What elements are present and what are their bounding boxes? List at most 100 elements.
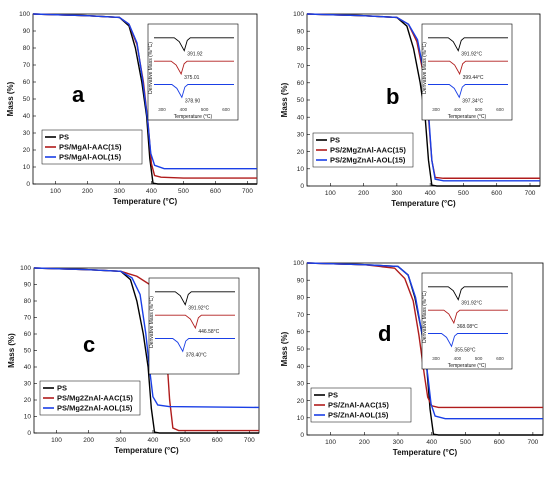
inset-x-tick: 600 [496, 356, 504, 361]
x-tick-label: 100 [325, 190, 336, 197]
series-line-aol [32, 13, 257, 170]
x-tick-label: 300 [114, 188, 125, 195]
y-tick-label: 50 [297, 97, 305, 104]
y-tick-label: 60 [24, 331, 32, 338]
inset-dtg-curve [155, 338, 235, 353]
inset-peak-label: 368.08°C [457, 324, 478, 330]
legend-entry: PS [328, 391, 338, 400]
inset-x-tick: 300 [432, 356, 440, 361]
y-tick-label: 90 [297, 277, 305, 284]
x-tick-label: 700 [525, 190, 536, 197]
y-tick-label: 20 [23, 147, 31, 154]
inset-peak-label: 355.58°C [455, 347, 476, 353]
x-axis-label: Temperature (°C) [114, 446, 179, 455]
inset-peak-label: 391.92°C [461, 52, 482, 58]
y-tick-label: 30 [297, 381, 305, 388]
legend-entry: PS [59, 133, 69, 142]
y-tick-label: 70 [297, 312, 305, 319]
x-tick-label: 500 [460, 439, 471, 446]
y-tick-label: 80 [297, 46, 305, 53]
x-tick-label: 200 [359, 439, 370, 446]
x-tick-label: 400 [147, 437, 158, 444]
y-axis-label: Mass (%) [7, 333, 16, 368]
inset-y-label: Derivative Mass (%/°C) [148, 42, 154, 94]
legend-box [310, 387, 412, 423]
legend-box [41, 129, 143, 165]
x-tick-label: 600 [491, 190, 502, 197]
inset-x-tick: 500 [201, 107, 209, 112]
y-tick-label: 90 [24, 282, 32, 289]
legend-entry: PS [330, 136, 340, 145]
x-tick-label: 100 [325, 439, 336, 446]
inset-frame [421, 272, 513, 370]
legend-entry: PS/Mg2ZnAl-AOL(15) [57, 404, 133, 413]
y-axis-label: Mass (%) [280, 82, 289, 117]
x-tick-label: 200 [83, 437, 94, 444]
x-tick-label: 700 [244, 437, 255, 444]
y-tick-label: 30 [24, 381, 32, 388]
dtg-inset: 391.92°C 368.08°C 355.58°C 300 400 500 600 Temp… [421, 272, 513, 370]
inset-peak-label: 399.44°C [463, 75, 484, 81]
inset-dtg-curve [154, 84, 234, 99]
y-tick-label: 90 [297, 28, 305, 35]
inset-peak-label: 378.90 [185, 98, 201, 104]
x-tick-label: 700 [527, 439, 538, 446]
legend-entry: PS/Mg2ZnAl-AAC(15) [57, 394, 133, 403]
legend-entry: PS/MgAl-AOL(15) [59, 153, 122, 162]
inset-peak-label: 397.34°C [462, 98, 483, 104]
y-tick-label: 10 [297, 415, 305, 422]
x-tick-label: 300 [393, 439, 404, 446]
inset-peak-label: 391.92 [187, 52, 203, 58]
x-tick-label: 500 [180, 437, 191, 444]
panel-d: 100 200 300 400 500 600 700 0 10 20 30 40 50 60 70 80 90… [280, 260, 544, 457]
y-tick-label: 100 [293, 11, 304, 18]
y-tick-label: 100 [293, 260, 304, 267]
y-tick-label: 0 [27, 430, 31, 437]
x-tick-label: 400 [146, 188, 157, 195]
legend-entry: PS/2MgZnAl-AAC(15) [330, 146, 406, 155]
legend-entry: PS/ZnAl-AAC(15) [328, 401, 389, 410]
x-axis-label: Temperature (°C) [391, 199, 456, 208]
y-tick-label: 60 [297, 80, 305, 87]
x-tick-label: 700 [242, 188, 253, 195]
inset-x-tick: 600 [496, 107, 504, 112]
y-tick-label: 30 [23, 130, 31, 137]
legend-entry: PS/MgAl-AAC(15) [59, 143, 122, 152]
x-tick-label: 100 [50, 188, 61, 195]
inset-dtg-curve [428, 286, 508, 301]
panel-b: 100 200 300 400 500 600 700 0 10 20 30 40 50 60 70 80 90… [280, 11, 541, 208]
y-tick-label: 80 [23, 45, 31, 52]
inset-y-label: Derivative Mass (%/°C) [422, 42, 428, 94]
legend-entry: PS/2MgZnAl-AOL(15) [330, 156, 406, 165]
legend-entry: PS/ZnAl-AOL(15) [328, 411, 389, 420]
y-axis-label: Mass (%) [6, 81, 15, 116]
inset-x-tick: 300 [158, 107, 166, 112]
x-tick-label: 300 [115, 437, 126, 444]
x-tick-label: 200 [358, 190, 369, 197]
x-tick-label: 300 [391, 190, 402, 197]
x-tick-label: 200 [82, 188, 93, 195]
panel-letter: c [83, 332, 95, 357]
legend-box [39, 380, 141, 416]
y-tick-label: 10 [297, 166, 305, 173]
inset-dtg-curve [428, 333, 508, 348]
x-tick-label: 500 [178, 188, 189, 195]
x-tick-label: 500 [458, 190, 469, 197]
inset-x-label: Temperature (°C) [448, 363, 487, 369]
y-tick-label: 40 [23, 113, 31, 120]
inset-x-tick: 500 [475, 356, 483, 361]
y-tick-label: 80 [297, 295, 305, 302]
inset-y-label: Derivative Mass (%/°C) [149, 296, 155, 348]
inset-x-label: Temperature (°C) [448, 114, 487, 120]
inset-peak-label: 375.01 [184, 75, 200, 81]
y-tick-label: 50 [23, 96, 31, 103]
x-axis-label: Temperature (°C) [393, 448, 458, 457]
x-tick-label: 600 [212, 437, 223, 444]
inset-x-tick: 400 [180, 107, 188, 112]
y-tick-label: 40 [297, 114, 305, 121]
y-tick-label: 40 [297, 363, 305, 370]
inset-dtg-curve [155, 314, 235, 330]
y-tick-label: 60 [297, 329, 305, 336]
dtg-inset: 391.92 375.01 378.90 300 400 500 600 Temperatur… [147, 23, 239, 121]
